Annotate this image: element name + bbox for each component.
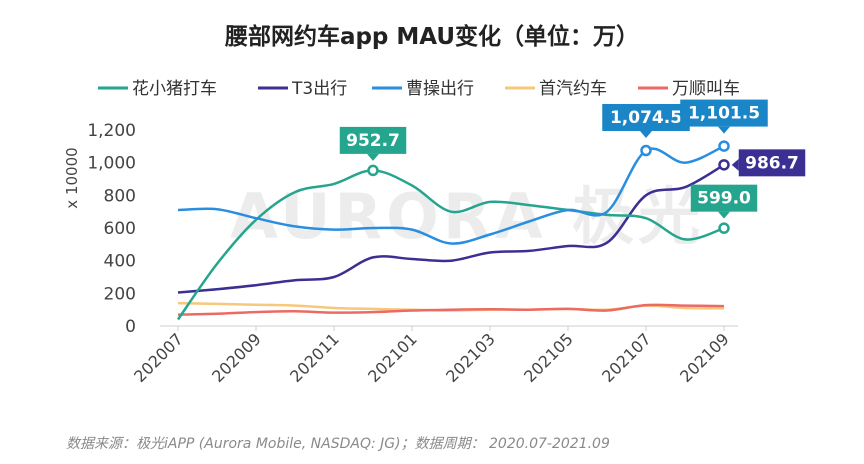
callout-box	[602, 103, 690, 131]
callouts: 952.7 1,074.5 1,101.5 986.7 599.0	[339, 99, 806, 234]
legend-label: 花小猪打车	[132, 79, 217, 99]
callout-marker	[718, 140, 730, 152]
y-axis-label: x 10000	[63, 147, 81, 208]
y-tick-label: 1,200	[87, 121, 136, 141]
legend: 花小猪打车 T3出行 曹操出行 首汽约车 万顺叫车	[98, 79, 740, 99]
x-tick-label: 202103	[442, 329, 499, 386]
x-tick-label: 202101	[364, 329, 421, 386]
callout-box	[680, 99, 768, 127]
callout-box	[738, 149, 806, 177]
callout-label: 1,101.5	[688, 104, 760, 124]
callout-4: 599.0	[690, 184, 758, 234]
callout-pointer	[718, 211, 730, 219]
legend-label: 万顺叫车	[672, 79, 740, 99]
callout-marker	[367, 164, 379, 177]
legend-label: 首汽约车	[539, 79, 607, 99]
y-tick-label: 0	[125, 317, 136, 337]
y-tick-label: 600	[104, 219, 136, 239]
callout-box	[690, 184, 758, 212]
legend-item-1: T3出行	[258, 79, 347, 99]
series-line-2	[177, 144, 725, 245]
y-tick-label: 800	[104, 186, 136, 206]
y-tick-label: 1,000	[87, 154, 136, 174]
legend-item-2: 曹操出行	[372, 79, 474, 99]
legend-label: 曹操出行	[406, 79, 474, 99]
x-tick-label: 202007	[130, 329, 187, 386]
callout-marker	[640, 144, 652, 157]
x-tick-label: 202107	[598, 329, 655, 386]
callout-1: 1,074.5	[602, 103, 690, 157]
callout-label: 952.7	[346, 131, 400, 151]
chart-title: 腰部网约车app MAU变化（单位：万）	[224, 23, 639, 50]
callout-label: 1,074.5	[610, 108, 682, 128]
callout-3: 986.7	[718, 149, 806, 177]
y-axis-ticks: 0 200 400 600 800 1,000 1,200	[87, 121, 136, 337]
callout-pointer	[718, 126, 730, 134]
x-tick-label: 202009	[208, 329, 265, 386]
y-tick-label: 200	[104, 284, 136, 304]
callout-marker	[718, 222, 730, 234]
y-tick-label: 400	[104, 252, 136, 272]
callout-0: 952.7	[339, 126, 407, 177]
series-line-4	[177, 303, 725, 316]
legend-label: T3出行	[291, 79, 347, 99]
legend-item-3: 首汽约车	[505, 79, 607, 99]
x-axis-ticks: 202007 202009 202011 202101 202103 202105 2021…	[130, 326, 733, 386]
x-tick-label: 202105	[520, 329, 577, 386]
x-tick-label: 202109	[676, 329, 733, 386]
callout-pointer	[640, 130, 652, 138]
series-line-1	[177, 163, 725, 294]
legend-item-0: 花小猪打车	[98, 79, 217, 99]
callout-box	[339, 126, 407, 154]
x-tick-label: 202011	[286, 329, 343, 386]
callout-pointer	[731, 158, 739, 171]
series-lines	[176, 144, 725, 321]
callout-label: 599.0	[697, 189, 751, 209]
callout-pointer	[367, 153, 379, 161]
series-line-0	[176, 169, 725, 321]
callout-marker	[718, 159, 730, 171]
legend-item-4: 万顺叫车	[638, 79, 740, 99]
source-note: 数据来源：极光iAPP (Aurora Mobile, NASDAQ: JG)；…	[66, 436, 610, 452]
callout-2: 1,101.5	[680, 99, 768, 152]
callout-label: 986.7	[745, 153, 799, 173]
